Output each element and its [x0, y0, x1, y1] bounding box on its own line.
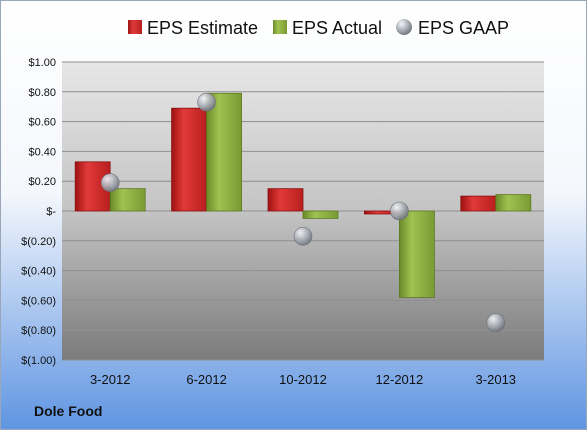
y-tick-label: $1.00: [28, 57, 56, 69]
y-tick-label: $(0.40): [21, 266, 56, 278]
y-tick-label: $0.80: [28, 87, 56, 99]
y-tick-label: $0.60: [28, 117, 56, 129]
point-eps-gaap: [390, 201, 409, 221]
bar-eps-actual: [495, 194, 532, 212]
legend-swatch-actual: [273, 20, 287, 34]
legend-item-estimate: EPS Estimate: [128, 18, 258, 38]
bar-eps-actual: [206, 92, 243, 212]
legend-swatch-estimate: [128, 20, 142, 34]
legend-item-gaap: EPS GAAP: [396, 18, 509, 38]
y-tick-label: $-: [46, 206, 56, 218]
x-tick-label: 12-2012: [376, 372, 424, 387]
bar-eps-estimate: [171, 107, 208, 212]
x-axis-tick-labels: 3-2012 6-2012 10-2012 12-2012 3-2013: [90, 372, 516, 387]
x-tick-label: 3-2013: [476, 372, 516, 387]
x-tick-label: 6-2012: [186, 372, 226, 387]
y-tick-label: $(1.00): [21, 355, 56, 367]
y-tick-label: $(0.20): [21, 236, 56, 248]
bar-eps-estimate: [267, 188, 304, 212]
legend-swatch-gaap: [396, 19, 412, 35]
y-axis-tick-labels: $1.00 $0.80 $0.60 $0.40 $0.20 $- $(0.20) $(0.40…: [21, 57, 56, 367]
legend-label-gaap: EPS GAAP: [418, 18, 509, 38]
bar-eps-actual: [109, 188, 146, 212]
y-tick-label: $0.20: [28, 176, 56, 188]
point-eps-gaap: [100, 173, 120, 192]
y-tick-label: $0.40: [28, 146, 56, 158]
y-tick-label: $(0.80): [21, 325, 56, 337]
legend-item-actual: EPS Actual: [273, 18, 382, 38]
point-eps-gaap: [486, 313, 506, 333]
bar-eps-actual: [302, 210, 339, 219]
bar-eps-estimate: [460, 195, 497, 212]
gaap-points: [100, 92, 506, 333]
x-tick-label: 10-2012: [279, 372, 327, 387]
company-name: Dole Food: [34, 403, 102, 419]
legend-label-actual: EPS Actual: [292, 18, 382, 38]
point-eps-gaap: [293, 227, 313, 246]
legend-label-estimate: EPS Estimate: [147, 18, 258, 38]
bar-eps-actual: [398, 210, 435, 298]
point-eps-gaap: [197, 92, 216, 112]
y-tick-label: $(0.60): [21, 295, 56, 307]
x-tick-label: 3-2012: [90, 372, 130, 387]
legend: EPS Estimate EPS Actual EPS GAAP: [128, 18, 509, 38]
